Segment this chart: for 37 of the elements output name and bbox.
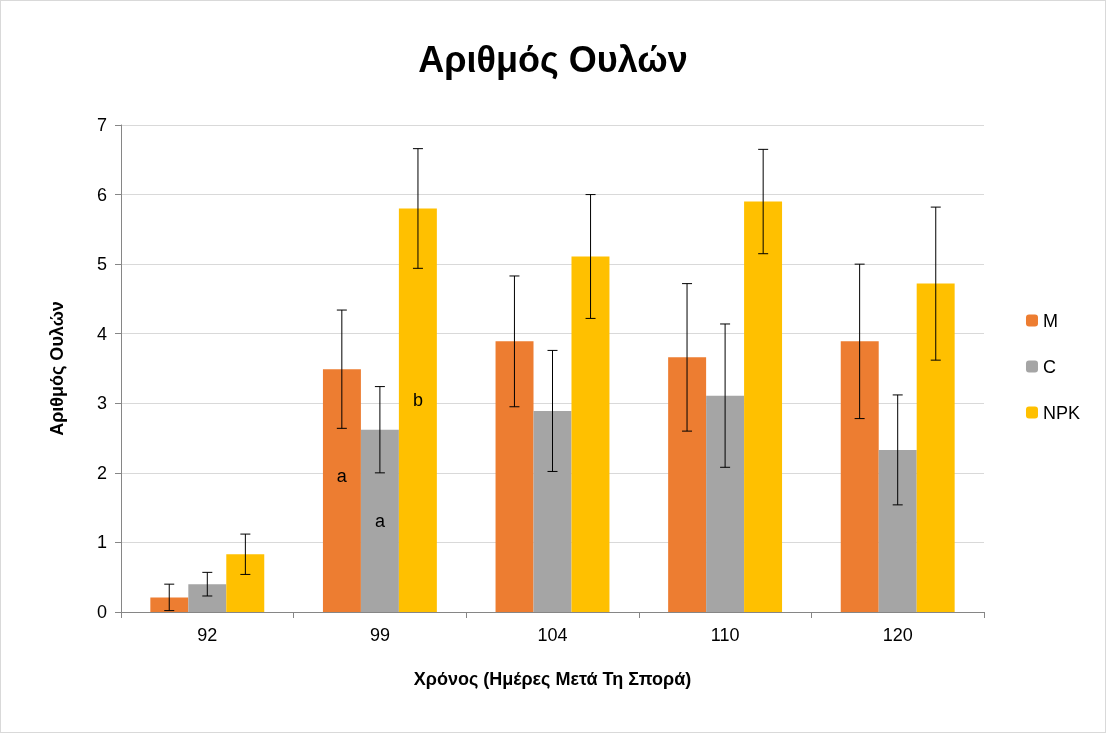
x-tick-label: 92 bbox=[197, 625, 218, 645]
y-tick-label: 2 bbox=[96, 462, 107, 483]
x-tick-label: 99 bbox=[369, 625, 390, 645]
bar bbox=[322, 369, 361, 612]
bar bbox=[840, 341, 879, 612]
bar bbox=[744, 201, 783, 612]
bar bbox=[226, 554, 265, 612]
bar bbox=[668, 357, 707, 612]
bar bbox=[571, 256, 610, 612]
y-tick-label: 6 bbox=[96, 184, 107, 205]
bar bbox=[398, 208, 437, 612]
bar bbox=[188, 584, 227, 612]
x-axis-title: Χρόνος (Ημέρες Μετά Τη Σπορά) bbox=[413, 669, 692, 689]
annotation: a bbox=[336, 466, 348, 487]
y-tick-label: 5 bbox=[96, 254, 107, 275]
x-tick-label: 120 bbox=[882, 625, 913, 645]
legend-label: C bbox=[1042, 356, 1056, 377]
bar bbox=[916, 283, 955, 612]
bar bbox=[533, 410, 572, 612]
legend-label: NPK bbox=[1042, 402, 1080, 423]
y-tick-label: 0 bbox=[96, 602, 107, 622]
annotation: a bbox=[374, 510, 386, 531]
x-tick-label: 110 bbox=[710, 625, 740, 645]
chart-title: Αριθμός Ουλών bbox=[418, 38, 688, 80]
legend-label: M bbox=[1042, 310, 1058, 331]
bar bbox=[878, 449, 917, 612]
bar bbox=[150, 597, 189, 612]
bar bbox=[706, 395, 745, 612]
y-tick-label: 7 bbox=[96, 115, 107, 135]
y-tick-label: 4 bbox=[96, 323, 107, 344]
bar bbox=[360, 429, 399, 612]
y-tick-label: 1 bbox=[96, 532, 107, 553]
y-axis-title: Αριθμός Ουλών bbox=[47, 301, 67, 436]
annotation: b bbox=[412, 389, 423, 410]
bar bbox=[495, 341, 534, 612]
x-tick-label: 104 bbox=[537, 625, 568, 645]
y-tick-label: 3 bbox=[96, 393, 107, 414]
